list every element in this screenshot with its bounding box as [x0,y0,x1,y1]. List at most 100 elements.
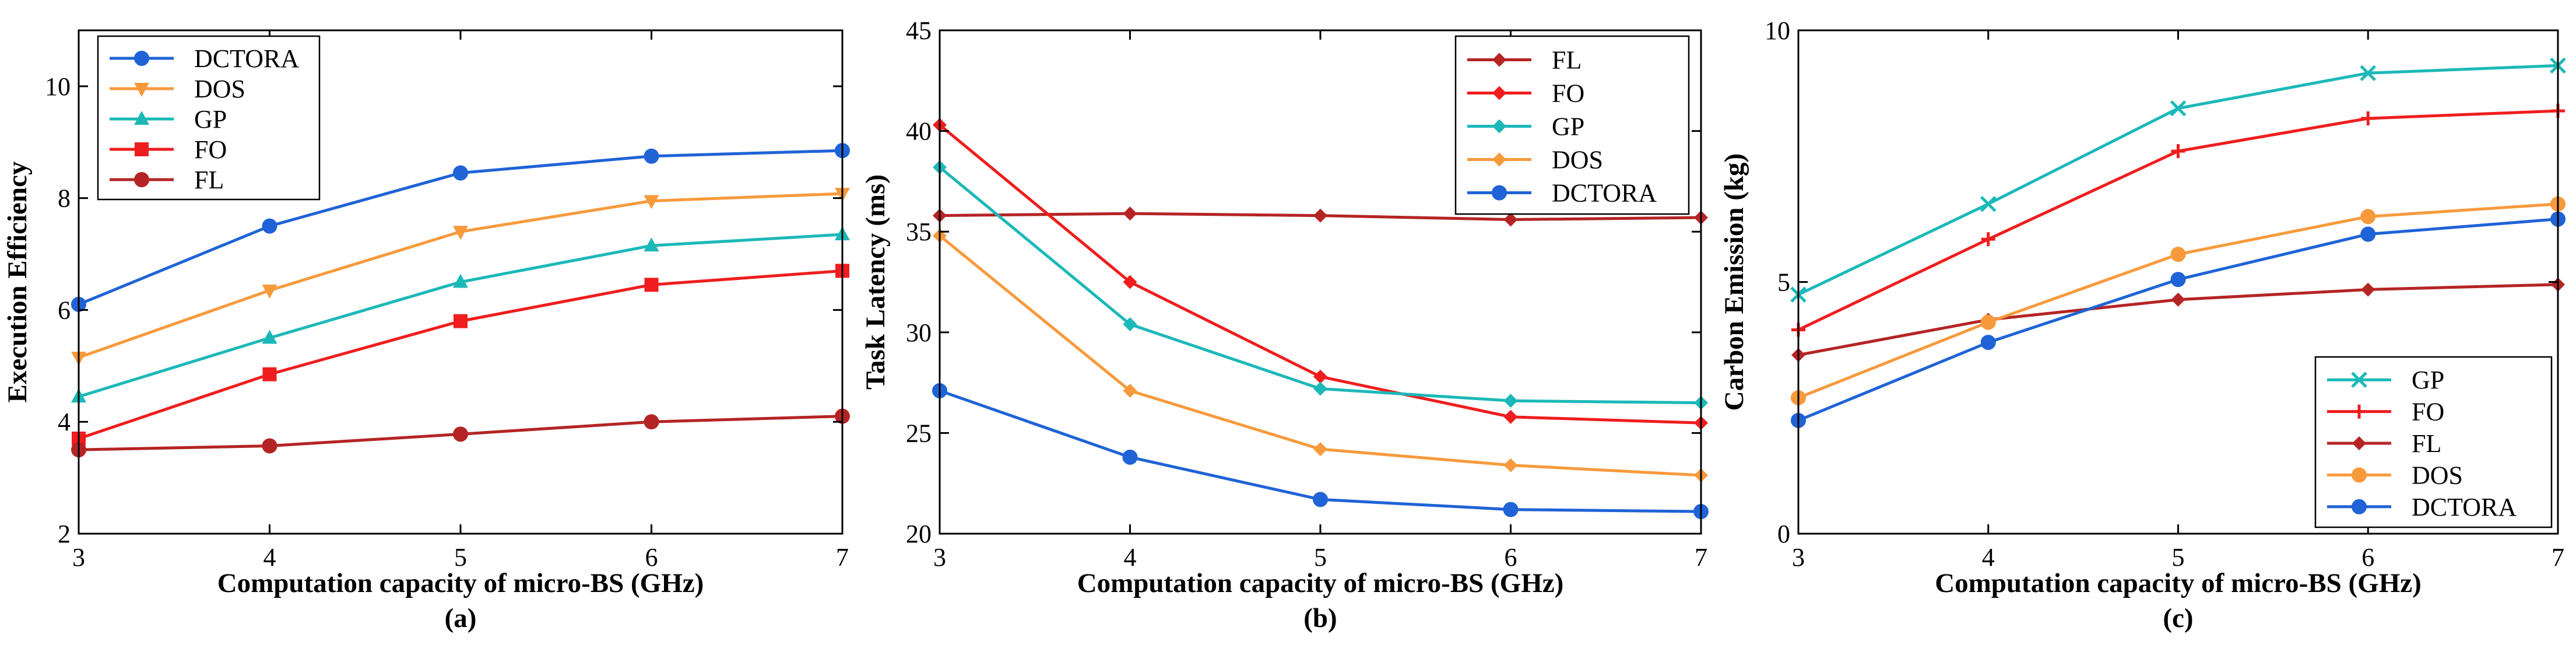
data-point-marker [453,426,468,442]
legend-label: DCTORA [1552,179,1657,208]
data-point-marker [1980,195,1997,212]
legend-label: DOS [194,75,245,103]
legend-item: GP [110,105,227,134]
data-point-marker [2360,209,2376,225]
data-point-marker [644,195,659,209]
legend-item: DOS [110,75,245,103]
legend-item: DCTORA [110,44,299,73]
data-point-marker [1123,206,1137,221]
y-axis-label: Task Latency (ms) [860,174,891,390]
legend-label: DOS [1552,146,1603,174]
data-point-marker [1503,458,1518,472]
panel-caption: (b) [1303,603,1337,633]
legend-marker [1492,86,1506,100]
series-fo [933,118,1708,430]
y-axis-label: Execution Efficiency [2,161,33,402]
series-dos [933,229,1708,482]
series-dctora [71,143,850,312]
legend-marker [2352,404,2366,419]
legend-item: FL [110,166,224,194]
data-point-marker [2170,247,2186,262]
data-point-marker [454,314,468,328]
y-tick-label: 4 [58,408,71,436]
x-tick-label: 4 [1982,543,1995,572]
panel-caption: (a) [445,603,477,633]
panel-caption: (c) [2163,603,2193,633]
legend-label: FO [1552,79,1584,108]
x-axis-label: Computation capacity of micro-BS (GHz) [217,568,704,598]
series-line [939,234,1702,477]
x-tick-label: 5 [2172,543,2185,572]
data-point-marker [262,284,277,299]
legend-label: GP [1552,113,1584,141]
x-axis-label: Computation capacity of micro-BS (GHz) [1077,568,1564,598]
data-point-marker [1123,317,1137,331]
data-point-marker [644,237,659,252]
data-point-marker [1980,314,1996,330]
legend-marker [1492,185,1507,201]
data-point-marker [1313,442,1327,457]
y-tick-label: 35 [906,218,932,246]
data-point-marker [2361,111,2375,126]
legend-item: DCTORA [1467,179,1657,208]
data-point-marker [1123,383,1137,398]
data-point-marker [1503,409,1518,424]
data-point-marker [1980,335,1996,351]
y-tick-label: 45 [906,16,932,45]
legend-label: GP [2412,366,2444,394]
data-point-marker [2360,226,2376,242]
data-point-marker [1313,369,1327,384]
legend-item: FL [1467,46,1582,75]
x-tick-label: 5 [1314,543,1327,572]
legend-item: FO [1467,79,1584,108]
data-point-marker [644,414,659,430]
legend-marker [2351,372,2367,388]
legend-item: GP [2327,366,2444,394]
x-tick-label: 3 [933,543,946,572]
legend-marker [134,83,149,97]
series-line [78,269,843,440]
data-point-marker [1313,381,1327,396]
chart-panel: 3 4 5 6 7 2 4 6 8 10 Computation capacity of micro… [2,29,850,633]
x-tick-label: 7 [2552,543,2564,572]
legend-item: FO [2327,398,2444,426]
data-point-marker [2171,144,2185,159]
legend: FL FO GP DOS DCTORA [1454,35,1690,215]
y-tick-label: 20 [906,520,932,548]
data-point-marker [262,218,277,234]
series-fl [71,408,850,458]
legend-label: FO [2412,398,2444,426]
y-tick-label: 10 [1765,16,1790,45]
data-point-marker [2170,100,2187,117]
legend-label: FO [194,135,227,164]
x-tick-label: 7 [1695,543,1707,572]
legend-marker [2352,436,2366,450]
data-point-marker [262,367,277,381]
x-tick-label: 6 [2361,543,2374,572]
y-tick-label: 0 [1777,520,1790,548]
data-point-marker [262,330,277,344]
x-tick-label: 5 [454,543,467,572]
chart-panel: 3 4 5 6 7 0 5 10 Computation capacity of micro-B… [1719,16,2566,633]
data-point-marker [453,226,468,240]
legend-label: GP [194,105,227,134]
legend-marker [135,142,149,156]
x-tick-label: 6 [1505,543,1517,572]
legend-item: FL [2327,429,2441,458]
data-point-marker [262,438,277,454]
y-tick-label: 25 [906,419,932,447]
legend-marker [1492,152,1506,167]
legend-item: DCTORA [2327,493,2517,521]
data-point-marker [1981,232,1995,247]
legend-marker [1492,119,1506,134]
series-gp [1790,57,2566,303]
data-point-marker [453,274,468,288]
y-tick-label: 2 [58,520,71,548]
x-tick-label: 4 [1124,543,1137,572]
legend-marker [2352,499,2367,514]
x-tick-label: 4 [263,543,276,572]
data-point-marker [2360,65,2377,82]
legend-item: FO [110,135,227,164]
y-tick-label: 6 [58,296,71,324]
